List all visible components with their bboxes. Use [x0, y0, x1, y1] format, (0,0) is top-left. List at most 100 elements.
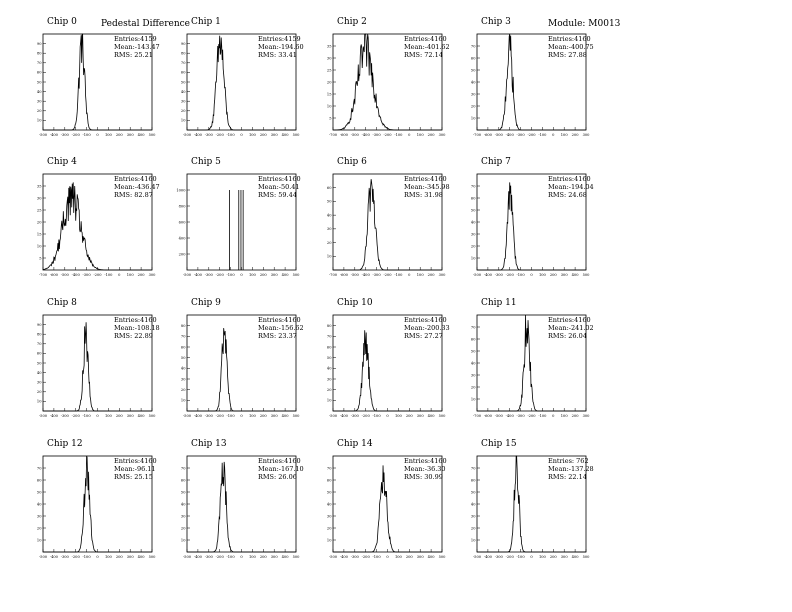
y-tick-label: 400: [179, 236, 187, 240]
y-tick-label: 50: [37, 80, 42, 84]
x-tick-label: 0: [386, 555, 389, 559]
x-tick-label: -500: [183, 273, 192, 277]
stat-mean: Mean:-200.33: [404, 324, 450, 332]
chip-title: Chip 2: [337, 17, 367, 27]
x-tick-label: 100: [561, 133, 569, 137]
stat-mean: Mean:-137.28: [548, 465, 594, 473]
x-tick-label: -500: [473, 273, 482, 277]
x-tick-label: 500: [293, 414, 301, 418]
stat-entries: Entries:4160: [404, 457, 447, 465]
y-tick-label: 70: [37, 466, 42, 470]
x-tick-label: 100: [395, 414, 403, 418]
chip-title: Chip 3: [481, 17, 511, 27]
x-tick-label: 500: [439, 414, 447, 418]
x-tick-label: -500: [351, 273, 360, 277]
x-tick-label: 100: [105, 555, 113, 559]
x-tick-label: -200: [93, 273, 102, 277]
x-tick-label: -300: [495, 555, 504, 559]
x-tick-label: -600: [50, 273, 59, 277]
y-tick-label: 50: [471, 490, 476, 494]
y-tick-label: 10: [181, 119, 186, 123]
histogram-curve: [477, 33, 586, 131]
x-tick-label: 300: [271, 133, 279, 137]
x-tick-label: 500: [583, 273, 591, 277]
stat-mean: Mean:-167.10: [258, 465, 304, 473]
chip-title: Chip 4: [47, 157, 77, 167]
x-tick-label: -200: [383, 273, 392, 277]
x-tick-label: 400: [282, 555, 290, 559]
y-tick-label: 20: [37, 526, 42, 530]
x-tick-label: -300: [517, 133, 526, 137]
stat-rms: RMS: 25.21: [114, 51, 153, 59]
x-tick-label: 500: [149, 133, 157, 137]
y-tick-label: 80: [181, 52, 186, 56]
chip-title: Chip 9: [191, 298, 221, 308]
x-tick-label: -400: [72, 273, 81, 277]
x-tick-label: -300: [205, 273, 214, 277]
stat-rms: RMS: 27.88: [548, 51, 587, 59]
x-tick-label: 300: [271, 414, 279, 418]
x-tick-label: 0: [530, 555, 533, 559]
x-tick-label: -300: [205, 133, 214, 137]
stat-mean: Mean:-96.11: [114, 465, 156, 473]
y-tick-label: 40: [37, 502, 42, 506]
y-tick-label: 70: [181, 466, 186, 470]
y-tick-label: 20: [327, 526, 332, 530]
y-tick-label: 20: [37, 220, 42, 224]
x-tick-label: 400: [282, 133, 290, 137]
x-tick-label: -300: [373, 273, 382, 277]
x-tick-label: 300: [583, 133, 591, 137]
x-tick-label: -100: [104, 273, 113, 277]
y-tick-label: 60: [181, 71, 186, 75]
y-tick-label: 20: [181, 109, 186, 113]
y-tick-label: 10: [327, 104, 332, 108]
y-tick-label: 60: [181, 478, 186, 482]
x-tick-label: -200: [216, 414, 225, 418]
x-tick-label: 100: [539, 555, 547, 559]
y-tick-label: 40: [181, 502, 186, 506]
x-tick-label: -200: [527, 133, 536, 137]
x-tick-label: 200: [406, 555, 414, 559]
x-tick-label: -500: [495, 133, 504, 137]
stat-rms: RMS: 25.15: [114, 473, 153, 481]
y-tick-label: 40: [181, 367, 186, 371]
x-tick-label: 200: [116, 414, 124, 418]
stat-mean: Mean:-194.60: [258, 43, 304, 51]
stat-rms: RMS: 59.44: [258, 191, 297, 199]
x-tick-label: -500: [329, 414, 338, 418]
stat-entries: Entries:4159: [114, 35, 157, 43]
y-tick-label: 20: [327, 241, 332, 245]
x-tick-label: -400: [194, 414, 203, 418]
x-tick-label: 0: [240, 414, 243, 418]
y-tick-label: 90: [37, 42, 42, 46]
y-tick-label: 30: [327, 377, 332, 381]
histogram-curve: [477, 455, 586, 553]
x-tick-label: 300: [583, 414, 591, 418]
stat-mean: Mean:-194.04: [548, 183, 594, 191]
x-tick-label: -100: [538, 414, 547, 418]
y-tick-label: 25: [327, 68, 332, 72]
x-tick-label: -200: [362, 414, 371, 418]
stat-rms: RMS: 33.41: [258, 51, 297, 59]
x-tick-label: 100: [249, 133, 257, 137]
stat-entries: Entries: 762: [548, 457, 589, 465]
stat-entries: Entries:4160: [258, 457, 301, 465]
y-tick-label: 10: [471, 256, 476, 260]
x-tick-label: 0: [118, 273, 121, 277]
y-tick-label: 20: [181, 388, 186, 392]
x-tick-label: 100: [249, 273, 257, 277]
chip-title: Chip 11: [481, 298, 517, 308]
y-tick-label: 1000: [176, 188, 186, 192]
x-tick-label: -100: [373, 414, 382, 418]
x-tick-label: 0: [96, 555, 99, 559]
stat-entries: Entries:4160: [114, 175, 157, 183]
x-tick-label: 200: [116, 555, 124, 559]
x-tick-label: -400: [484, 555, 493, 559]
x-tick-label: -500: [183, 133, 192, 137]
